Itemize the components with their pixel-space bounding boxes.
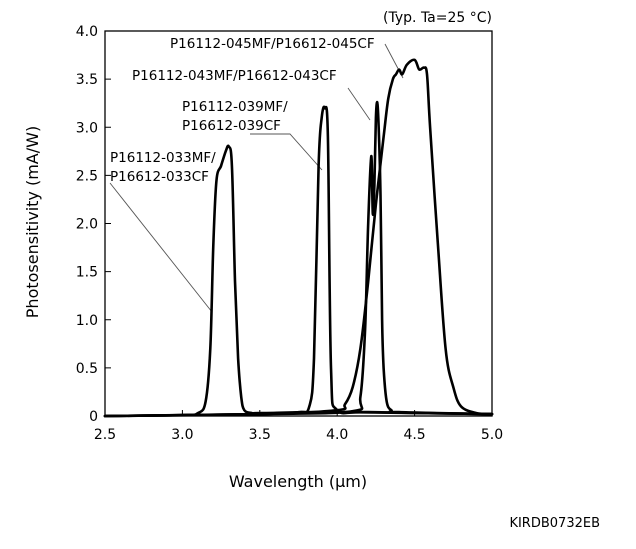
x-axis-title: Wavelength (μm) — [229, 472, 367, 491]
series-label-043: P16112-043MF/P16612-043CF — [132, 68, 337, 84]
y-tick-label: 4.0 — [76, 24, 98, 40]
y-tick-label: 1.0 — [76, 313, 98, 329]
y-tick-label: 0.5 — [76, 361, 98, 377]
condition-note: (Typ. Ta=25 °C) — [383, 10, 492, 26]
y-tick-label: 0 — [89, 409, 98, 425]
series-label-045: P16112-045MF/P16612-045CF — [170, 36, 375, 52]
x-tick-label: 4.0 — [326, 427, 348, 443]
leader-033 — [109, 182, 213, 313]
plot-frame — [104, 30, 493, 417]
x-tick-label: 4.5 — [403, 427, 425, 443]
series-label-039-line1: P16112-039MF/ — [182, 99, 288, 115]
x-tick-label: 5.0 — [481, 427, 503, 443]
y-axis-ticks: 0 0.5 1.0 1.5 2.0 2.5 3.0 3.5 4.0 — [76, 24, 111, 425]
series-label-033-line1: P16112-033MF/ — [110, 150, 216, 166]
y-tick-label: 1.5 — [76, 265, 98, 281]
y-tick-label: 3.5 — [76, 72, 98, 88]
leader-039 — [250, 133, 323, 171]
x-tick-label: 3.0 — [171, 427, 193, 443]
document-code: KIRDB0732EB — [509, 516, 600, 531]
y-tick-label: 2.5 — [76, 168, 98, 184]
series-line-2 — [103, 100, 494, 418]
x-tick-label: 2.5 — [94, 427, 116, 443]
series-curves — [103, 58, 494, 418]
y-tick-label: 2.0 — [76, 217, 98, 233]
x-tick-label: 3.5 — [249, 427, 271, 443]
series-label-039-line2: P16612-039CF — [182, 118, 281, 134]
leader-043 — [347, 87, 371, 121]
y-tick-label: 3.0 — [76, 120, 98, 136]
series-label-033-line2: P16612-033CF — [110, 169, 209, 185]
series-line-3 — [103, 58, 494, 418]
y-axis-title: Photosensitivity (mA/W) — [23, 126, 42, 318]
